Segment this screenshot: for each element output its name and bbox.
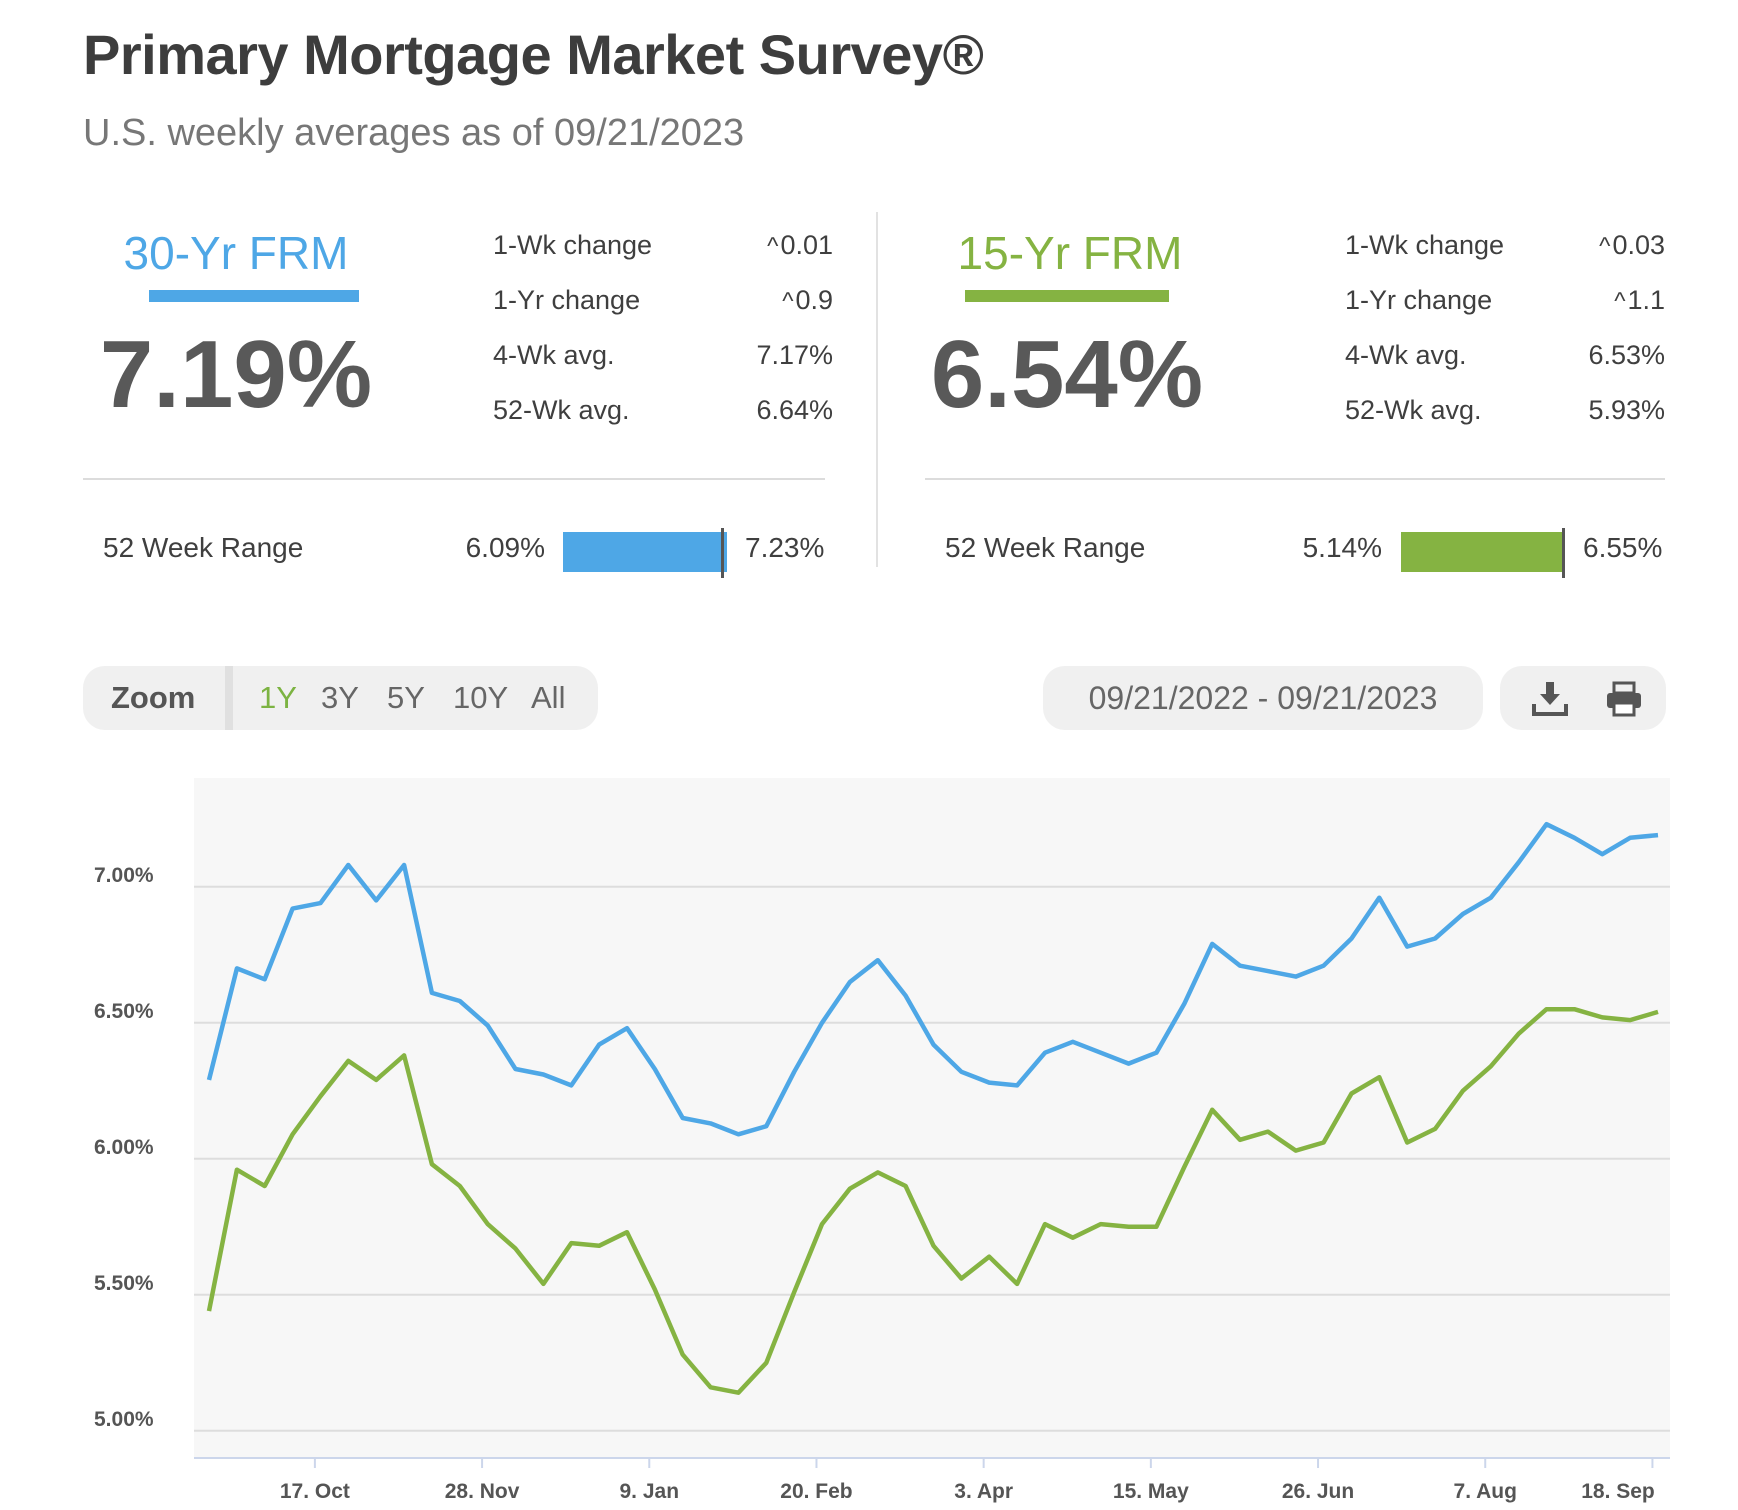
zoom-separator xyxy=(225,666,233,730)
range-low: 5.14% xyxy=(1302,532,1382,563)
y-tick-label: 6.00% xyxy=(94,1136,154,1159)
caret-up-icon: ^ xyxy=(1599,233,1611,260)
download-icon[interactable] xyxy=(1530,680,1570,718)
zoom-label: Zoom xyxy=(111,680,196,715)
stat-label: 1-Wk change xyxy=(493,230,653,260)
rate-name: 30-Yr FRM xyxy=(123,227,349,279)
stat-label: 52-Wk avg. xyxy=(493,395,630,425)
page-title: Primary Mortgage Market Survey® xyxy=(83,23,984,86)
range-row: 52 Week Range 5.14% 6.55% xyxy=(925,522,1685,578)
rate-underline xyxy=(149,290,359,302)
stat-label: 1-Yr change xyxy=(493,285,641,315)
rate-value: 6.54% xyxy=(930,321,1204,428)
rate-panel-30yr: 30-Yr FRM 7.19% 1-Wk change ^0.01 1-Yr ch… xyxy=(83,210,843,590)
stat-row: 52-Wk avg. 5.93% xyxy=(1345,385,1665,440)
x-tick-label: 7. Aug xyxy=(1454,1480,1517,1503)
zoom-5y-button[interactable]: 5Y xyxy=(387,680,425,715)
panel-divider xyxy=(876,212,878,567)
stat-row: 1-Wk change ^0.01 xyxy=(493,220,833,275)
series-line-30yr[interactable] xyxy=(206,821,1659,1137)
zoom-3y-button[interactable]: 3Y xyxy=(321,680,359,715)
range-high: 7.23% xyxy=(745,532,825,563)
rate-stats: 1-Wk change ^0.01 1-Yr change ^0.9 4-Wk av… xyxy=(493,220,833,440)
caret-up-icon: ^ xyxy=(1614,288,1626,315)
divider xyxy=(83,478,825,480)
stat-value-text: 1.1 xyxy=(1627,285,1665,315)
x-tick-label: 28. Nov xyxy=(445,1480,520,1503)
stat-label: 4-Wk avg. xyxy=(1345,340,1467,370)
rate-history-chart: 5.00% 5.50% 6.00% 6.50% 7.00% 17. Oct 28. Nov 9… xyxy=(94,778,1670,1503)
date-range-display[interactable]: 09/21/2022 - 09/21/2023 xyxy=(1043,666,1483,730)
x-tick-label: 20. Feb xyxy=(780,1480,852,1503)
stat-value: ^0.01 xyxy=(767,230,833,261)
range-fill xyxy=(563,532,727,572)
stat-label: 52-Wk avg. xyxy=(1345,395,1482,425)
y-tick-label: 6.50% xyxy=(94,1000,154,1023)
chart-tools xyxy=(1500,666,1666,730)
stat-value: 7.17% xyxy=(756,340,833,370)
x-tick-label: 9. Jan xyxy=(619,1480,679,1503)
range-high: 6.55% xyxy=(1583,532,1663,563)
y-tick-label: 5.50% xyxy=(94,1272,154,1295)
divider xyxy=(925,478,1665,480)
zoom-10y-button[interactable]: 10Y xyxy=(453,680,509,715)
range-label: 52 Week Range xyxy=(945,532,1146,563)
stat-label: 1-Yr change xyxy=(1345,285,1493,315)
range-row: 52 Week Range 6.09% 7.23% xyxy=(83,522,843,578)
zoom-bar: Zoom 1Y 3Y 5Y 10Y All xyxy=(83,666,598,730)
y-tick-label: 5.00% xyxy=(94,1408,154,1431)
plot-background xyxy=(194,778,1670,1458)
stat-value: ^0.9 xyxy=(782,285,833,316)
stat-value-text: 0.9 xyxy=(795,285,833,315)
series-line-15yr[interactable] xyxy=(206,1006,1659,1395)
stat-value: 6.53% xyxy=(1588,340,1665,370)
range-low: 6.09% xyxy=(465,532,545,563)
stat-label: 4-Wk avg. xyxy=(493,340,615,370)
range-bar xyxy=(563,528,727,578)
stat-value: 6.64% xyxy=(756,395,833,425)
stat-row: 1-Yr change ^1.1 xyxy=(1345,275,1665,330)
stat-value: ^0.03 xyxy=(1599,230,1665,261)
x-tick-label: 3. Apr xyxy=(954,1480,1013,1503)
stat-row: 4-Wk avg. 7.17% xyxy=(493,330,833,385)
page-subtitle: U.S. weekly averages as of 09/21/2023 xyxy=(83,112,745,154)
rate-underline xyxy=(965,290,1169,302)
x-tick-label: 17. Oct xyxy=(280,1480,350,1503)
range-marker xyxy=(1561,528,1565,578)
rate-value: 7.19% xyxy=(99,321,373,428)
stat-row: 52-Wk avg. 6.64% xyxy=(493,385,833,440)
stat-value-text: 0.01 xyxy=(780,230,833,260)
range-bar xyxy=(1401,528,1565,578)
caret-up-icon: ^ xyxy=(767,233,779,260)
stat-row: 1-Yr change ^0.9 xyxy=(493,275,833,330)
stat-value-text: 0.03 xyxy=(1612,230,1665,260)
zoom-all-button[interactable]: All xyxy=(531,680,566,715)
zoom-1y-button[interactable]: 1Y xyxy=(259,680,297,715)
caret-up-icon: ^ xyxy=(782,288,794,315)
x-tick-label: 26. Jun xyxy=(1282,1480,1354,1503)
stat-value: ^1.1 xyxy=(1614,285,1665,316)
print-icon[interactable] xyxy=(1604,680,1644,718)
x-tick-label: 18. Sep xyxy=(1581,1480,1655,1503)
stat-row: 1-Wk change ^0.03 xyxy=(1345,220,1665,275)
range-label: 52 Week Range xyxy=(103,532,304,563)
rate-stats: 1-Wk change ^0.03 1-Yr change ^1.1 4-Wk av… xyxy=(1345,220,1665,440)
range-marker xyxy=(721,528,725,578)
rate-name: 15-Yr FRM xyxy=(957,227,1183,279)
stat-label: 1-Wk change xyxy=(1345,230,1505,260)
range-fill xyxy=(1401,532,1563,572)
stat-row: 4-Wk avg. 6.53% xyxy=(1345,330,1665,385)
stat-value: 5.93% xyxy=(1588,395,1665,425)
y-tick-label: 7.00% xyxy=(94,864,154,887)
rate-panel-15yr: 15-Yr FRM 6.54% 1-Wk change ^0.03 1-Yr ch… xyxy=(925,210,1685,590)
x-tick-label: 15. May xyxy=(1113,1480,1189,1503)
